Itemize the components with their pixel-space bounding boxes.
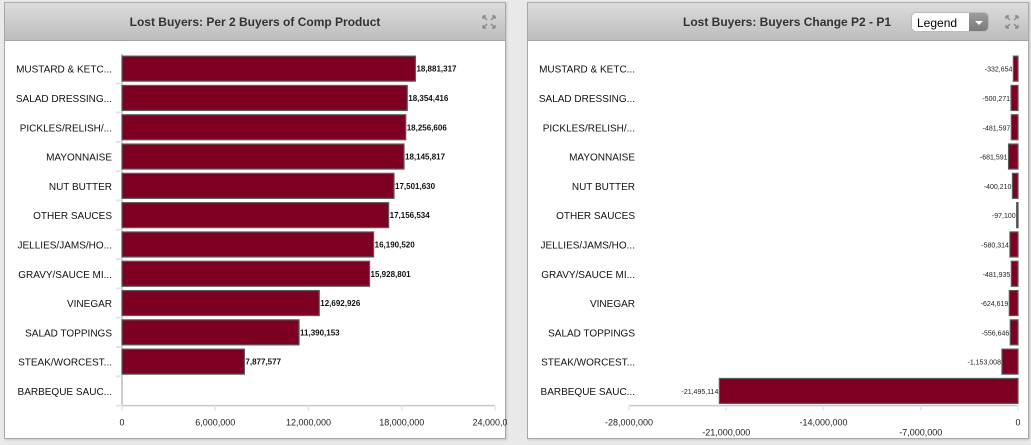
data-label: -332,654 (985, 67, 1013, 74)
bar (121, 55, 417, 82)
category-label: JELLIES/JAMS/HO... (18, 240, 112, 251)
category-label: MAYONNAISE (569, 153, 635, 164)
data-label: -21,495,114 (682, 389, 719, 396)
bar (121, 260, 371, 287)
category-label: JELLIES/JAMS/HO... (541, 240, 635, 251)
category-label: BARBEQUE SAUC... (541, 387, 635, 398)
data-label: -681,591 (980, 155, 1008, 162)
data-label: -624,619 (981, 301, 1009, 308)
expand-arrows-icon[interactable] (481, 14, 497, 30)
category-label: MUSTARD & KETC... (539, 65, 635, 76)
data-label: 17,156,534 (390, 211, 431, 220)
data-label: 18,256,606 (407, 123, 448, 132)
data-label: -400,210 (984, 184, 1012, 191)
expand-arrows-icon[interactable] (1004, 14, 1020, 30)
category-label: GRAVY/SAUCE MI... (18, 270, 112, 281)
bar (718, 377, 1019, 405)
category-label: NUT BUTTER (49, 182, 112, 193)
legend-dropdown-value: Legend (917, 16, 958, 30)
panel-header: Lost Buyers: Per 2 Buyers of Comp Produc… (5, 3, 505, 41)
x-tick-label: 12,000,000 (286, 418, 331, 428)
category-label: PICKLES/RELISH/... (543, 123, 635, 134)
category-label: SALAD TOPPINGS (25, 328, 112, 339)
data-label: -500,271 (982, 96, 1010, 103)
category-label: SALAD DRESSING... (539, 94, 635, 105)
x-tick-label: -7,000,000 (899, 428, 942, 438)
data-label: 17,501,630 (395, 182, 436, 191)
bar (1011, 172, 1019, 199)
x-tick-label: 0 (119, 418, 124, 428)
bar (121, 231, 375, 258)
data-label: 12,692,926 (320, 299, 361, 308)
x-tick-label: -14,000,000 (799, 418, 847, 428)
data-label: 16,190,520 (375, 240, 416, 249)
category-label: NUT BUTTER (572, 182, 635, 193)
chart-panel-per-2-buyers: Lost Buyers: Per 2 Buyers of Comp Produc… (4, 2, 507, 439)
bar-chart-per-2-buyers: MUSTARD & KETC... 18,881,317 SALAD DRESSIN… (16, 54, 507, 428)
x-tick-label: 18,000,000 (379, 418, 424, 428)
bar (1016, 202, 1019, 229)
legend-dropdown[interactable]: Legend (911, 12, 989, 32)
bar-chart-buyers-change: MUSTARD & KETC... -332,654 SALAD DRESSING.… (539, 55, 1021, 438)
bar (1001, 348, 1019, 375)
x-tick-label: -28,000,000 (605, 418, 653, 428)
data-label: -580,314 (981, 242, 1009, 249)
category-label: MUSTARD & KETC... (16, 65, 112, 76)
bar (121, 172, 395, 199)
bar (121, 114, 407, 141)
category-label: SALAD DRESSING... (16, 94, 112, 105)
bar (1009, 231, 1019, 258)
bar (1010, 84, 1019, 112)
data-label: -1,153,008 (967, 360, 1001, 367)
bar (1010, 114, 1019, 141)
data-label: 18,881,317 (416, 65, 457, 74)
bar (121, 84, 408, 112)
data-label: 15,928,801 (371, 270, 412, 279)
bar (121, 143, 405, 170)
category-label: MAYONNAISE (46, 153, 112, 164)
data-label: 18,145,817 (405, 153, 446, 162)
chevron-down-icon[interactable] (969, 13, 988, 31)
bar (121, 202, 390, 229)
data-label: 11,390,153 (300, 328, 340, 337)
bar (1008, 289, 1019, 317)
data-label: -556,646 (982, 330, 1010, 337)
data-label: -97,100 (992, 213, 1016, 220)
category-label: PICKLES/RELISH/... (20, 123, 112, 134)
x-tick-label: -21,000,000 (702, 428, 750, 438)
x-tick-label: 6,000,000 (195, 418, 235, 428)
category-label: OTHER SAUCES (556, 211, 635, 222)
bar (1012, 55, 1019, 82)
category-label: STEAK/WORCEST... (541, 358, 635, 369)
category-label: VINEGAR (590, 299, 635, 310)
data-label: -481,935 (983, 272, 1011, 279)
category-label: OTHER SAUCES (33, 211, 112, 222)
panel-title: Lost Buyers: Per 2 Buyers of Comp Produc… (129, 15, 381, 29)
bar (121, 319, 300, 346)
panel-header: Lost Buyers: Buyers Change P2 - P1 Legen… (528, 3, 1028, 41)
category-label: VINEGAR (67, 299, 112, 310)
bar (121, 348, 246, 375)
category-label: BARBEQUE SAUC... (18, 387, 112, 398)
chart-panel-buyers-change: Lost Buyers: Buyers Change P2 - P1 Legen… (527, 2, 1029, 439)
bar (1010, 260, 1019, 287)
category-label: GRAVY/SAUCE MI... (541, 270, 635, 281)
bar (1009, 319, 1019, 346)
data-label: 7,877,577 (245, 358, 281, 367)
category-label: SALAD TOPPINGS (548, 328, 635, 339)
bar (121, 289, 320, 317)
data-label: 18,354,416 (408, 94, 449, 103)
category-label: STEAK/WORCEST... (18, 358, 112, 369)
data-label: -481,597 (983, 125, 1011, 132)
bar (1007, 143, 1019, 170)
x-tick-label: 0 (1015, 418, 1020, 428)
x-tick-label: 24,000,000 (472, 418, 507, 428)
panel-title: Lost Buyers: Buyers Change P2 - P1 (683, 15, 892, 29)
